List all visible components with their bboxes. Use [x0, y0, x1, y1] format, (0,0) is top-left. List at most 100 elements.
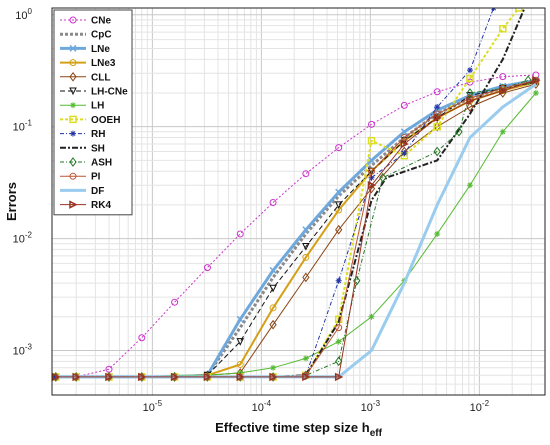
- data-point-rk4: [269, 372, 278, 382]
- legend-box: [53, 9, 133, 216]
- data-point-cne: [269, 199, 277, 207]
- data-point-rk4: [302, 372, 311, 382]
- legend-item-rk4: RK4: [60, 200, 111, 211]
- y-tick-base: 10: [15, 10, 27, 22]
- x-tick-exponent: -2: [482, 399, 490, 408]
- data-point-ash: [455, 126, 463, 137]
- legend-item-df: DF: [60, 186, 104, 197]
- x-tick-exponent: -3: [373, 399, 381, 408]
- data-point-cne: [400, 101, 408, 109]
- legend-item-cne: CNe: [60, 16, 111, 27]
- data-point-ash: [433, 146, 441, 157]
- data-point-rk4: [105, 372, 114, 382]
- data-point-rh: [466, 67, 473, 74]
- data-point-lne3: [302, 253, 310, 261]
- data-point-rh: [52, 373, 59, 380]
- legend-label: OOEH: [91, 115, 120, 126]
- series-rk4: [52, 76, 541, 382]
- y-tick-label: 10-2: [13, 231, 33, 246]
- legend-label: PI: [91, 172, 101, 183]
- legend-label: RH: [91, 129, 105, 140]
- legend-marker: [70, 130, 76, 137]
- data-point-rk4: [400, 139, 409, 149]
- legend-marker: [69, 59, 77, 67]
- x-tick-exponent: -5: [155, 399, 163, 408]
- x-axis-label-main: Effective time step size h: [215, 420, 370, 435]
- series-line-cne: [55, 74, 536, 378]
- data-point-cll: [269, 319, 277, 330]
- x-tick-labels: 10-5 10-4 10-3 10-2: [143, 399, 490, 414]
- data-point-rk4: [236, 372, 245, 382]
- data-point-lne3: [236, 360, 244, 368]
- x-tick-base: 10: [470, 402, 482, 414]
- data-point-lh-cne: [334, 201, 343, 210]
- data-point-lh: [270, 364, 277, 371]
- data-point-pi: [367, 167, 375, 175]
- legend-item-ash: ASH: [60, 157, 112, 169]
- legend-item-lh: LH: [60, 101, 104, 112]
- x-axis-label: Effective time step size heff: [215, 420, 383, 439]
- series-layer: [52, 8, 541, 382]
- data-point-lh: [499, 128, 506, 135]
- data-point-cne: [499, 73, 507, 81]
- data-point-pi: [335, 324, 343, 332]
- x-tick-base: 10: [143, 402, 155, 414]
- legend-label: CpC: [91, 30, 112, 41]
- legend-item-lne: LNe: [60, 44, 110, 55]
- data-point-lne: [400, 128, 408, 136]
- data-point-rk4: [72, 372, 81, 382]
- data-point-rh: [401, 150, 408, 157]
- legend-label: RK4: [91, 200, 111, 211]
- x-tick-base: 10: [361, 402, 373, 414]
- legend-label: LNe: [91, 44, 110, 55]
- y-tick-base: 10: [13, 122, 25, 134]
- x-axis-label-subscript: eff: [370, 428, 383, 439]
- data-point-rk4: [499, 86, 508, 95]
- legend-label: LNe3: [91, 58, 116, 69]
- legend-label: LH: [91, 101, 104, 112]
- legend-item-ooeh: OOEH: [60, 115, 120, 126]
- data-point-lne: [269, 266, 277, 274]
- data-point-lne: [236, 315, 244, 323]
- data-point-rk4: [52, 372, 61, 382]
- y-tick-label: 100: [15, 7, 32, 22]
- data-point-lh: [368, 313, 375, 320]
- data-point-ooeh: [515, 8, 523, 12]
- x-tick-label: 10-3: [361, 399, 381, 414]
- data-point-rk4: [203, 372, 213, 382]
- legend-marker: [69, 44, 77, 52]
- data-point-rh: [434, 103, 441, 110]
- legend-label: LH-CNe: [91, 87, 128, 98]
- y-tick-exponent: -1: [25, 119, 33, 128]
- y-tick-exponent: -2: [25, 231, 33, 240]
- data-point-cne: [203, 264, 211, 272]
- legend-marker: [69, 200, 78, 209]
- data-point-lh: [302, 355, 309, 362]
- data-point-cne: [302, 170, 310, 178]
- x-tick-label: 10-5: [143, 399, 163, 414]
- legend-marker: [69, 87, 77, 96]
- data-point-rk4: [532, 76, 541, 85]
- y-tick-base: 10: [13, 345, 25, 357]
- data-point-rk4: [433, 113, 442, 123]
- y-tick-label: 10-1: [13, 119, 33, 134]
- data-point-rk4: [334, 372, 344, 382]
- data-point-ash: [466, 88, 474, 98]
- series-line-ooeh: [55, 8, 520, 378]
- data-point-ooeh: [367, 136, 376, 145]
- legend-item-cll: CLL: [60, 71, 110, 83]
- data-point-ooeh: [499, 25, 507, 33]
- x-tick-label: 10-2: [470, 399, 490, 414]
- legend-item-rh: RH: [60, 129, 105, 140]
- data-point-ash: [353, 275, 361, 286]
- legend-label: SH: [91, 143, 105, 154]
- x-tick-label: 10-4: [252, 399, 272, 414]
- legend-marker: [70, 102, 76, 109]
- data-point-cll: [433, 121, 441, 132]
- data-point-lh: [335, 338, 342, 345]
- series-line-rk4: [55, 79, 537, 378]
- data-point-ooeh: [466, 74, 474, 83]
- data-point-cne: [335, 144, 343, 152]
